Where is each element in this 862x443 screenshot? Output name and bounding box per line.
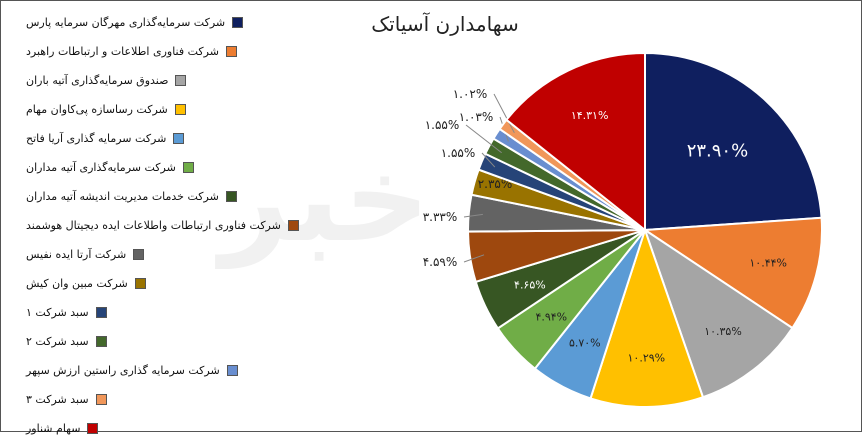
legend-label: صندوق سرمایه‌گذاری آتیه باران [26, 74, 169, 87]
legend-label: شرکت آرتا ایده نفیس [26, 248, 127, 261]
pie-slice [589, 226, 705, 408]
slice-label: ۱۴.۳۱% [571, 109, 609, 122]
pie-slice [643, 227, 794, 399]
legend-item: شرکت سرمایه گذاری راستین ارزش سپهر [26, 356, 326, 385]
pie-slice [505, 51, 646, 233]
legend-label: شرکت سرمایه‌گذاری مهرگان سرمایه پارس [26, 16, 226, 29]
legend-label: شرکت مبین وان کیش [26, 277, 128, 290]
legend-item: شرکت سرمایه‌گذاری مهرگان سرمایه پارس [26, 8, 326, 37]
pie-slice [644, 51, 823, 232]
legend-swatch [226, 365, 238, 376]
legend-item: شرکت آرتا ایده نفیس [26, 240, 326, 269]
legend-label: شرکت سرمایه‌گذاری آتیه مداران [26, 161, 176, 174]
legend-label: شرکت رساسازه پی‌کاوان مهام [26, 103, 168, 116]
legend-swatch [232, 17, 244, 28]
legend-swatch [225, 191, 237, 202]
slice-label: ۴.۹۴% [535, 310, 567, 323]
legend-swatch [182, 162, 194, 173]
slice-label: ۱.۰۳% [459, 110, 494, 124]
slice-label: ۱.۰۲% [453, 87, 488, 101]
legend-item: شرکت سرمایه گذاری آریا فاتح [26, 124, 326, 153]
legend-label: سبد شرکت ۳ [26, 393, 89, 406]
legend-item: شرکت سرمایه‌گذاری آتیه مداران [26, 153, 326, 182]
slice-label: ۲۳.۹۰% [687, 140, 749, 161]
legend-swatch [95, 336, 107, 347]
slice-label: ۱.۵۵% [425, 118, 460, 132]
legend-item: شرکت رساسازه پی‌کاوان مهام [26, 95, 326, 124]
legend-item: شرکت خدمات مدیریت اندیشه آتیه مداران [26, 182, 326, 211]
legend-label: شرکت سرمایه گذاری آریا فاتح [26, 132, 167, 145]
legend-swatch [225, 46, 237, 57]
leader-line [481, 152, 496, 168]
legend-label: شرکت خدمات مدیریت اندیشه آتیه مداران [26, 190, 219, 203]
legend-swatch [173, 133, 185, 144]
pie-chart: ۲۳.۹۰% ۱۰.۴۴% ۱۰.۳۵% ۱۰.۲۹% ۵.۷۰%۴.۹۴% ۴.۶۵% ۴… [423, 51, 823, 408]
legend-item: شرکت فناوری ارتباطات واطلاعات ایده دیجیت… [26, 211, 326, 240]
slice-label: ۱۰.۴۴% [749, 257, 787, 270]
slice-label: ۵.۷۰% [569, 336, 601, 349]
leader-line [493, 93, 515, 134]
slice-label: ۱.۵۵% [441, 146, 476, 160]
legend-item: شرکت فناوری اطلاعات و ارتباطات راهبرد [26, 37, 326, 66]
legend-label: شرکت فناوری اطلاعات و ارتباطات راهبرد [26, 45, 219, 58]
pie-slice [641, 216, 823, 330]
slice-label: ۴.۶۵% [514, 279, 546, 292]
leader-line [463, 213, 483, 218]
slice-label: ۲.۳۵% [478, 177, 513, 191]
leader-line [465, 124, 502, 154]
legend-swatch [95, 394, 107, 405]
legend-item: سبد شرکت ۲ [26, 327, 326, 356]
legend-swatch [175, 75, 187, 86]
legend-label: سبد شرکت ۲ [26, 335, 89, 348]
chart-title: سهامدارن آسیاتک [371, 12, 519, 36]
legend-swatch [133, 249, 145, 260]
leader-line [463, 254, 485, 263]
legend-item: سبد شرکت ۱ [26, 298, 326, 327]
legend-swatch [174, 104, 186, 115]
slice-label: ۱۰.۲۹% [628, 351, 666, 364]
legend-swatch [95, 307, 107, 318]
legend-item: سبد شرکت ۳ [26, 385, 326, 414]
legend: شرکت سرمایه‌گذاری مهرگان سرمایه پارس شرکت… [26, 8, 326, 443]
legend-label: سبد شرکت ۱ [26, 306, 89, 319]
slice-label: ۱۰.۳۵% [704, 325, 742, 338]
legend-swatch [134, 278, 146, 289]
legend-swatch [287, 220, 299, 231]
slice-label: ۳.۳۳% [423, 210, 458, 224]
legend-label: شرکت سرمایه گذاری راستین ارزش سپهر [26, 364, 220, 377]
legend-label: شرکت فناوری ارتباطات واطلاعات ایده دیجیت… [26, 219, 281, 232]
legend-item: صندوق سرمایه‌گذاری آتیه باران [26, 66, 326, 95]
watermark-logo: خبر [220, 130, 431, 269]
slice-label: ۴.۵۹% [423, 255, 458, 269]
legend-item: شرکت مبین وان کیش [26, 269, 326, 298]
